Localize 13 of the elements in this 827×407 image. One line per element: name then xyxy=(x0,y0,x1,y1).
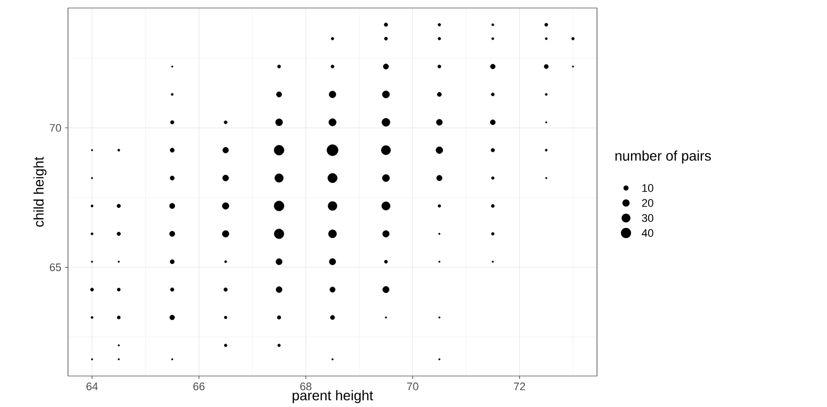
x-tick-label: 64 xyxy=(86,382,98,390)
y-axis-title: child height xyxy=(33,156,46,227)
x-tick-label: 70 xyxy=(407,382,418,390)
x-tick-label: 72 xyxy=(514,382,526,390)
y-tick-label: 65 xyxy=(50,263,62,272)
x-tick-label: 68 xyxy=(300,382,312,390)
legend-label: 20 xyxy=(642,199,654,207)
x-tick-label: 66 xyxy=(193,382,205,390)
x-axis-title: parent height xyxy=(292,390,374,404)
legend-title: number of pairs xyxy=(615,150,711,164)
legend-label: 10 xyxy=(642,184,654,192)
legend-label: 40 xyxy=(642,229,654,237)
legend-label: 30 xyxy=(642,214,654,222)
